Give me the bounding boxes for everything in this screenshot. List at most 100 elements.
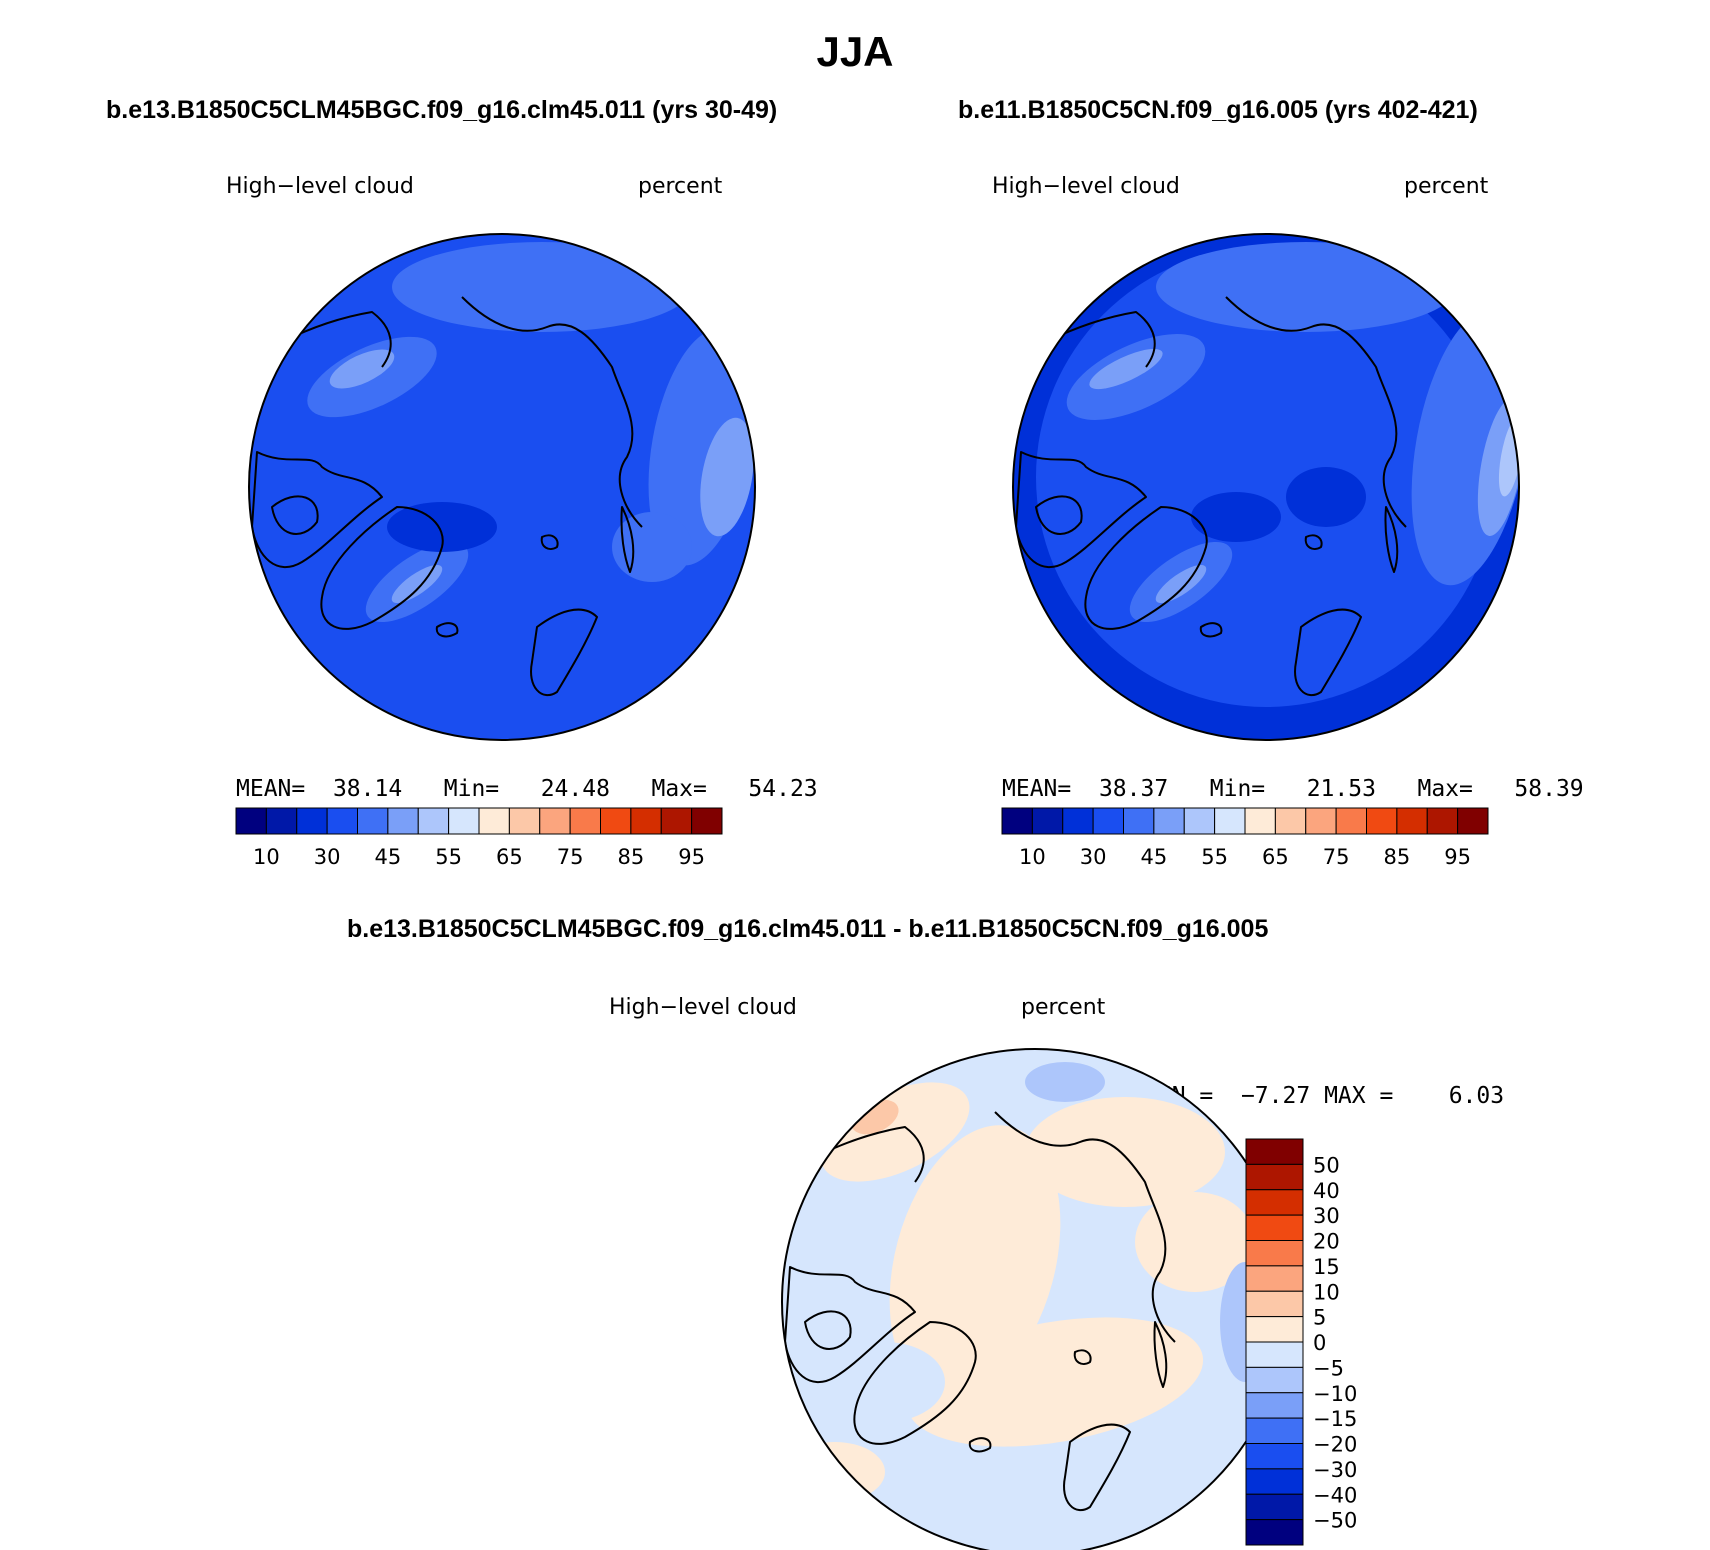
left-polar-map bbox=[248, 233, 756, 741]
diff-polar-map-contour-region bbox=[906, 1317, 1204, 1447]
right-colorbar-swatch bbox=[1366, 807, 1398, 835]
diff-colorbar-swatch bbox=[1245, 1443, 1304, 1470]
diff-colorbar-swatch bbox=[1245, 1214, 1304, 1241]
right-colorbar-tick-label: 65 bbox=[1262, 845, 1289, 869]
right-colorbar-swatch bbox=[1031, 807, 1064, 835]
right-polar-map-contour-region bbox=[1191, 492, 1281, 542]
left-polar-map-coastline bbox=[435, 622, 459, 638]
right-colorbar-tick-label: 30 bbox=[1080, 845, 1107, 869]
left-polar-map-coastline bbox=[251, 451, 383, 568]
diff-colorbar-swatch bbox=[1245, 1316, 1304, 1343]
right-polar-map-coastline bbox=[1045, 311, 1156, 368]
diff-colorbar-tick-label: 0 bbox=[1313, 1331, 1326, 1355]
diff-polar-map-coastline bbox=[814, 1126, 925, 1183]
diff-polar-map-coastline bbox=[804, 1310, 852, 1350]
right-colorbar-tick-label: 10 bbox=[1019, 845, 1046, 869]
diff-polar-map-coastline bbox=[853, 1321, 977, 1445]
right-polar-map-contour-region bbox=[1156, 242, 1456, 332]
left-colorbar: 10 30 45 55 65 75 85 95 bbox=[235, 807, 723, 869]
left-colorbar-tick-label: 85 bbox=[618, 845, 645, 869]
left-colorbar-swatch bbox=[326, 807, 358, 835]
diff-polar-map-coastline bbox=[784, 1266, 916, 1383]
left-colorbar-tick-label: 30 bbox=[314, 845, 341, 869]
diff-colorbar-swatch bbox=[1245, 1189, 1304, 1216]
right-polar-map-coastline bbox=[1035, 495, 1083, 535]
right-units-label: percent bbox=[1404, 174, 1489, 199]
right-polar-map-coastline bbox=[1294, 608, 1362, 697]
right-colorbar-swatch bbox=[1183, 807, 1216, 835]
diff-min-value: −7.27 bbox=[1240, 1083, 1311, 1109]
diff-polar-map-coastline bbox=[994, 1111, 1176, 1343]
right-polar-map-coastline bbox=[1384, 506, 1399, 573]
right-colorbar-swatch bbox=[1123, 807, 1155, 835]
left-colorbar-tick-label: 55 bbox=[435, 845, 462, 869]
left-colorbar-tick-label: 95 bbox=[678, 845, 705, 869]
left-colorbar-swatch bbox=[508, 807, 541, 835]
diff-colorbar-swatch bbox=[1245, 1163, 1304, 1191]
right-polar-map-coastline bbox=[1084, 506, 1208, 630]
left-max-label: Max= bbox=[651, 776, 707, 802]
right-polar-map-coastline bbox=[1015, 451, 1147, 568]
diff-polar-map-contour-region bbox=[825, 1342, 945, 1422]
diff-colorbar-tick-label: 20 bbox=[1313, 1230, 1340, 1254]
diff-colorbar-swatch bbox=[1245, 1341, 1304, 1368]
diff-colorbar-tick-label: −40 bbox=[1313, 1483, 1357, 1507]
left-colorbar-swatch bbox=[387, 807, 419, 835]
left-colorbar-swatch bbox=[569, 807, 601, 835]
diff-colorbar-swatch bbox=[1245, 1290, 1304, 1318]
left-colorbar-tick-label: 45 bbox=[375, 845, 402, 869]
right-colorbar-swatch bbox=[1457, 807, 1489, 835]
diff-polar-map-contour-region bbox=[1025, 1062, 1105, 1102]
right-colorbar-swatch bbox=[1092, 807, 1124, 835]
left-polar-map-coastline bbox=[540, 534, 559, 550]
left-colorbar-swatch bbox=[357, 807, 389, 835]
diff-stats: MIN = −7.27 MAX = 6.03 bbox=[1144, 1083, 1504, 1109]
diff-colorbar-swatch bbox=[1245, 1417, 1304, 1444]
diff-colorbar-tick-label: −15 bbox=[1313, 1407, 1357, 1431]
right-colorbar-tick-label: 45 bbox=[1141, 845, 1168, 869]
left-min-label: Min= bbox=[443, 776, 500, 802]
right-colorbar-swatch bbox=[1426, 807, 1459, 835]
diff-colorbar-tick-label: −5 bbox=[1313, 1356, 1344, 1380]
left-colorbar-tick-label: 75 bbox=[557, 845, 584, 869]
left-polar-map-contour-region bbox=[392, 242, 692, 332]
diff-colorbar-swatch bbox=[1245, 1519, 1304, 1546]
left-polar-map-coastline bbox=[281, 311, 392, 368]
diff-polar-map-contour-region bbox=[1025, 1097, 1225, 1207]
diff-panel-case-title: b.e13.B1850C5CLM45BGC.f09_g16.clm45.011 … bbox=[347, 915, 1269, 943]
diff-colorbar-swatch bbox=[1245, 1392, 1304, 1419]
left-variable-label: High−level cloud bbox=[226, 174, 414, 199]
right-colorbar-swatch bbox=[1062, 807, 1094, 835]
left-mean-value: 38.14 bbox=[332, 776, 403, 802]
right-colorbar-swatch bbox=[1214, 807, 1246, 835]
left-polar-map-map-border bbox=[248, 233, 756, 741]
left-colorbar-swatch bbox=[417, 807, 450, 835]
diff-colorbar-swatch bbox=[1245, 1240, 1304, 1267]
left-polar-map-coastline bbox=[271, 495, 319, 535]
right-polar-map-coastline bbox=[1304, 534, 1323, 550]
right-max-label: Max= bbox=[1417, 776, 1473, 802]
right-polar-map-coastline bbox=[1225, 296, 1407, 528]
diff-polar-map-coastline bbox=[968, 1437, 992, 1453]
left-colorbar-swatch bbox=[478, 807, 510, 835]
left-colorbar-tick-label: 65 bbox=[496, 845, 523, 869]
right-mean-value: 38.37 bbox=[1098, 776, 1169, 802]
right-colorbar-swatch bbox=[1001, 807, 1033, 835]
diff-variable-label: High−level cloud bbox=[609, 995, 797, 1020]
left-mean-label: MEAN= bbox=[236, 776, 306, 802]
right-polar-map bbox=[1012, 233, 1520, 741]
diff-polar-map-coastline bbox=[1153, 1321, 1168, 1388]
diff-colorbar-tick-label: −20 bbox=[1313, 1433, 1357, 1457]
right-polar-map-map-border bbox=[1012, 233, 1520, 741]
left-max-value: 54.23 bbox=[748, 776, 818, 802]
diff-colorbar-tick-label: −10 bbox=[1313, 1382, 1357, 1406]
right-polar-map-contour-region bbox=[1286, 467, 1366, 527]
left-polar-map-contour-region bbox=[700, 417, 754, 537]
right-min-label: Min= bbox=[1209, 776, 1266, 802]
right-panel-case-title: b.e11.B1850C5CN.f09_g16.005 (yrs 402-421… bbox=[958, 96, 1478, 124]
left-min-value: 24.48 bbox=[540, 776, 610, 802]
left-polar-map-coastline bbox=[620, 506, 635, 573]
diff-colorbar-tick-label: 30 bbox=[1313, 1204, 1340, 1228]
diff-max-label: MAX = bbox=[1324, 1083, 1394, 1109]
